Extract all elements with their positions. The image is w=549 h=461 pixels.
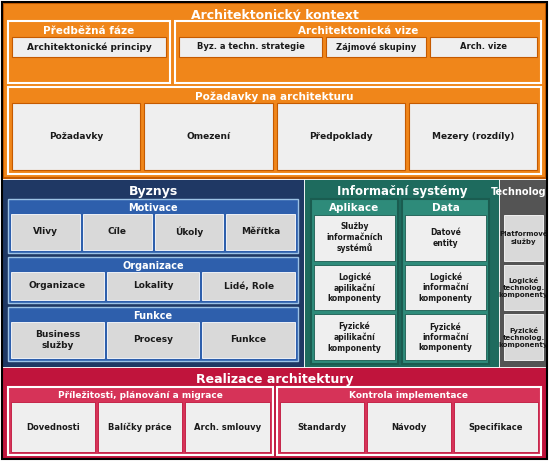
Text: Mezery (rozdíly): Mezery (rozdíly) <box>432 132 514 141</box>
Bar <box>306 181 498 366</box>
Text: Vlivy: Vlivy <box>33 227 58 236</box>
Text: Organizace: Organizace <box>122 261 184 271</box>
Bar <box>501 181 546 366</box>
Bar <box>311 199 398 364</box>
Text: Funkce: Funkce <box>133 311 172 321</box>
Text: Architektonická vize: Architektonická vize <box>298 26 418 36</box>
Bar <box>186 402 270 452</box>
Text: Logické
informační
komponenty: Logické informační komponenty <box>418 272 473 303</box>
Text: Standardy: Standardy <box>297 422 346 431</box>
Bar <box>504 314 543 360</box>
Text: Arch. vize: Arch. vize <box>460 42 507 52</box>
Text: Kontrola implementace: Kontrola implementace <box>349 391 468 401</box>
Text: Fyzické
apilikační
komponenty: Fyzické apilikační komponenty <box>328 322 382 353</box>
Bar <box>154 214 223 250</box>
Text: Logické
technolog.
komponenty: Logické technolog. komponenty <box>498 277 548 298</box>
Bar <box>430 37 537 57</box>
Bar <box>8 21 170 83</box>
Bar <box>11 272 104 300</box>
Bar <box>8 387 272 455</box>
Text: Byz. a techn. strategie: Byz. a techn. strategie <box>197 42 305 52</box>
Text: Dovednosti: Dovednosti <box>26 422 80 431</box>
Text: Služby
informačních
systémů: Služby informačních systémů <box>326 222 383 253</box>
Text: Fyzické
informační
komponenty: Fyzické informační komponenty <box>418 322 473 352</box>
Bar <box>314 215 395 260</box>
Bar <box>107 272 199 300</box>
Bar <box>8 87 541 174</box>
Text: Technologie: Technologie <box>491 187 549 197</box>
Text: Platformové
služby: Platformové služby <box>499 231 548 245</box>
Text: Business
služby: Business služby <box>35 330 80 350</box>
Bar <box>367 402 451 452</box>
Text: Návody: Návody <box>391 422 427 431</box>
Text: Datové
entity: Datové entity <box>430 228 461 248</box>
Text: Motivace: Motivace <box>128 203 178 213</box>
Bar <box>405 265 486 310</box>
Bar <box>12 103 140 170</box>
Text: Aplikace: Aplikace <box>329 203 379 213</box>
Bar <box>98 402 182 452</box>
Bar <box>279 402 363 452</box>
Bar <box>107 322 199 358</box>
Text: Realizace architektury: Realizace architektury <box>196 373 353 386</box>
Text: Fyzické
technolog.
komponenty: Fyzické technolog. komponenty <box>498 327 548 348</box>
Bar <box>12 37 166 57</box>
Bar <box>83 214 152 250</box>
Bar <box>405 215 486 260</box>
Bar <box>203 322 295 358</box>
Bar <box>144 103 272 170</box>
Text: Zájmové skupiny: Zájmové skupiny <box>336 42 416 52</box>
Text: Arch. smlouvy: Arch. smlouvy <box>194 422 261 431</box>
Bar <box>8 257 298 303</box>
Text: Měřítka: Měřítka <box>241 227 280 236</box>
Text: Architektonické principy: Architektonické principy <box>26 42 152 52</box>
Bar <box>3 3 546 178</box>
Bar <box>226 214 295 250</box>
Bar <box>11 322 104 358</box>
Text: Data: Data <box>432 203 460 213</box>
Bar <box>3 181 303 366</box>
Text: Lidé, Role: Lidé, Role <box>223 282 274 290</box>
Text: Informační systémy: Informační systémy <box>337 185 467 199</box>
Bar <box>179 37 322 57</box>
Text: Požadavky: Požadavky <box>49 132 103 141</box>
Text: Požadavky na architekturu: Požadavky na architekturu <box>195 92 354 102</box>
Bar <box>504 215 543 260</box>
Bar <box>504 265 543 310</box>
Bar <box>203 272 295 300</box>
Bar <box>8 307 298 361</box>
Text: Funkce: Funkce <box>231 336 267 344</box>
Text: Předpoklady: Předpoklady <box>309 132 372 141</box>
Bar <box>409 103 537 170</box>
Bar <box>175 21 541 83</box>
Text: Omezení: Omezení <box>186 132 231 141</box>
Text: Byznys: Byznys <box>128 185 178 199</box>
Bar <box>454 402 538 452</box>
Bar <box>314 265 395 310</box>
Text: Předběžná fáze: Předběžná fáze <box>43 26 135 36</box>
Text: Logické
apilikační
komponenty: Logické apilikační komponenty <box>328 272 382 303</box>
Bar <box>11 402 95 452</box>
Bar <box>277 103 405 170</box>
Text: Úkoly: Úkoly <box>175 227 203 237</box>
Bar <box>326 37 426 57</box>
Bar <box>402 199 489 364</box>
Text: Organizace: Organizace <box>29 282 86 290</box>
Text: Procesy: Procesy <box>133 336 173 344</box>
Text: Architektonický kontext: Architektonický kontext <box>191 10 358 23</box>
Bar <box>8 199 298 253</box>
Text: Cíle: Cíle <box>108 227 127 236</box>
Bar <box>11 214 80 250</box>
Bar <box>277 387 541 455</box>
Text: Lokality: Lokality <box>133 282 173 290</box>
Bar <box>3 369 546 458</box>
Bar <box>314 314 395 360</box>
Text: Specifikace: Specifikace <box>469 422 523 431</box>
Text: Příležitosti, plánování a migrace: Příležitosti, plánování a migrace <box>58 391 223 401</box>
Text: Balíčky práce: Balíčky práce <box>109 422 172 432</box>
Bar <box>405 314 486 360</box>
